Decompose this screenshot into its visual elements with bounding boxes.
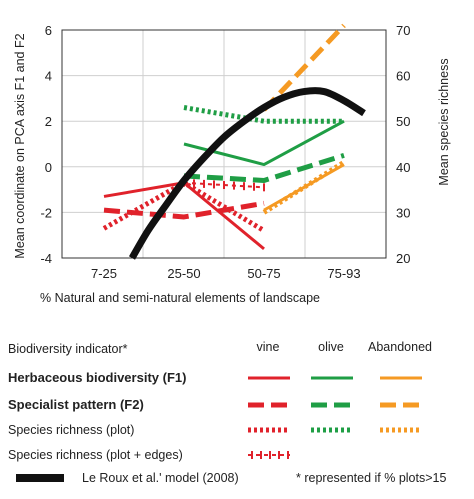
legend-row-label: Herbaceous biodiversity (F1): [8, 370, 186, 385]
y-tick-right-label: 70: [396, 23, 410, 38]
y-axis-left-title: Mean coordinate on PCA axis F1 and F2: [13, 33, 27, 258]
y-tick-right-label: 50: [396, 114, 410, 129]
legend-rows: Herbaceous biodiversity (F1) Specialist p…: [8, 370, 422, 462]
x-tick-label: 7-25: [91, 266, 117, 281]
legend-footnote: * represented if % plots>15: [296, 471, 446, 485]
y-tick-left-label: -2: [40, 205, 52, 220]
legend-row-label: Species richness (plot): [8, 423, 134, 437]
series-line-abandoned-richness-plot: [262, 160, 346, 215]
y-tick-right-label: 30: [396, 205, 410, 220]
x-tick-label: 50-75: [247, 266, 280, 281]
series-line-abandoned-f2: [262, 23, 346, 112]
legend: Biodiversity indicator* vine olive Aband…: [8, 340, 446, 485]
legend-header-olive: olive: [318, 340, 344, 354]
x-axis-title: % Natural and semi-natural elements of l…: [40, 291, 320, 305]
plot-frame: [61, 29, 387, 259]
y-tick-left-label: 4: [45, 69, 52, 84]
series-line-le-roux-et-al-model: [128, 87, 366, 260]
tick-labels: -4 -2 0 2 4 6 20 30 40 50 60 70 7-25 25-50 50-75 75-93: [40, 23, 410, 281]
legend-header-vine: vine: [257, 340, 280, 354]
series-line-olive-f2: [183, 153, 345, 183]
y-axis-right-title: Mean species richness: [437, 58, 451, 185]
legend-model-label: Le Roux et al.' model (2008): [82, 471, 239, 485]
series-line-vine-richness-plot: [102, 180, 266, 233]
x-tick-label: 75-93: [327, 266, 360, 281]
legend-header-indicator: Biodiversity indicator*: [8, 342, 128, 356]
y-tick-left-label: 0: [45, 160, 52, 175]
y-tick-right-label: 40: [396, 160, 410, 175]
series-line-abandoned-f1: [263, 163, 345, 212]
series-layer: [102, 23, 366, 260]
series-line-olive-richness-plot: [183, 105, 344, 124]
y-tick-right-label: 60: [396, 69, 410, 84]
legend-row-label: Species richness (plot + edges): [8, 448, 183, 462]
y-tick-left-label: 2: [45, 114, 52, 129]
legend-row-label: Specialist pattern (F2): [8, 397, 144, 412]
x-tick-label: 25-50: [167, 266, 200, 281]
y-tick-left-label: -4: [40, 251, 52, 266]
y-tick-right-label: 20: [396, 251, 410, 266]
legend-header-abandoned: Abandoned: [368, 340, 432, 354]
y-tick-left-label: 6: [45, 23, 52, 38]
